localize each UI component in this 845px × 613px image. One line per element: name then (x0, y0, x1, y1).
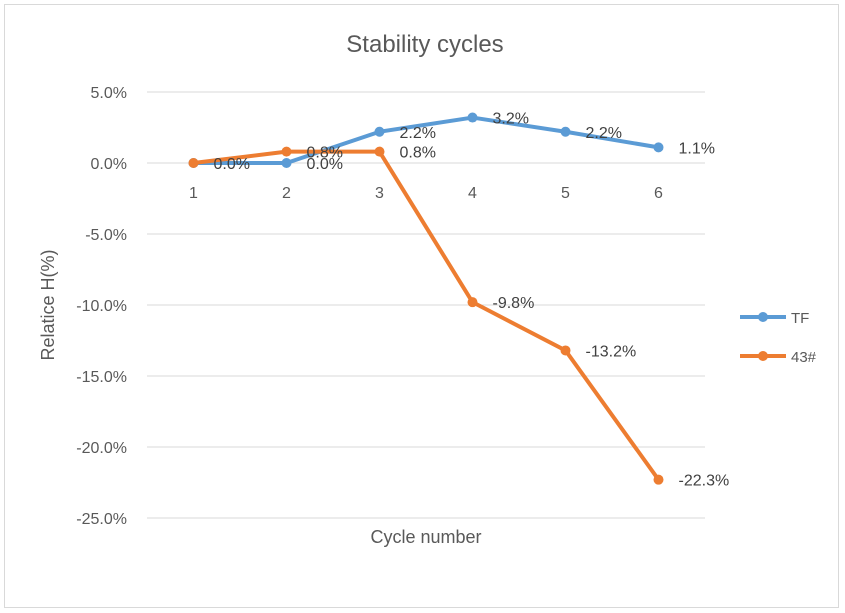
y-tick-label: -10.0% (76, 298, 127, 315)
legend-label: TF (791, 310, 809, 327)
x-tick-label: 5 (561, 185, 570, 202)
data-label: -22.3% (679, 473, 730, 490)
legend-label: 43# (791, 349, 817, 366)
data-point (374, 126, 385, 137)
series-1 (188, 146, 664, 485)
y-tick-label: -15.0% (76, 369, 127, 386)
y-tick-label: -5.0% (85, 227, 127, 244)
data-point (281, 146, 292, 157)
legend-item: TF (740, 310, 809, 327)
data-label: 2.2% (586, 125, 622, 142)
chart-frame (4, 4, 839, 608)
data-point (560, 345, 571, 356)
data-label: -13.2% (586, 343, 637, 360)
x-axis-ticks: 1 2 3 4 5 6 (189, 185, 663, 202)
data-point (467, 297, 478, 308)
data-label: 1.1% (679, 140, 715, 157)
x-axis-title: Cycle number (370, 527, 481, 547)
data-point (188, 158, 199, 168)
data-point (374, 146, 385, 157)
data-point (560, 126, 571, 137)
data-label: 0.0% (214, 156, 250, 173)
x-tick-label: 2 (282, 185, 291, 202)
data-label: -9.8% (493, 295, 535, 312)
x-tick-label: 6 (654, 185, 663, 202)
series-line (191, 149, 661, 482)
legend-item: 43# (740, 349, 817, 366)
x-tick-label: 3 (375, 185, 384, 202)
y-tick-label: -20.0% (76, 440, 127, 457)
x-tick-label: 1 (189, 185, 198, 202)
x-tick-label: 4 (468, 185, 477, 202)
data-label: 0.8% (400, 145, 436, 162)
y-axis-ticks: 5.0% 0.0% -5.0% -10.0% -15.0% -20.0% -25.0% (76, 85, 127, 528)
data-label: 3.2% (493, 111, 529, 128)
series-line (191, 115, 661, 165)
legend-marker (758, 351, 768, 361)
data-point (653, 474, 664, 485)
series-lines (188, 112, 664, 485)
chart-title: Stability cycles (346, 31, 503, 58)
y-tick-label: 0.0% (91, 156, 127, 173)
data-label: 2.2% (400, 125, 436, 142)
legend-marker (758, 312, 768, 322)
y-tick-label: 5.0% (91, 85, 127, 102)
data-point (281, 158, 292, 168)
data-labels: 0.0% 0.0% 2.2% 3.2% 2.2% 1.1% 0.8% 0.8% -9.8% -13… (214, 111, 730, 490)
legend: TF 43# (740, 310, 817, 366)
data-point (653, 142, 664, 153)
data-point (467, 112, 478, 123)
data-label: 0.0% (307, 156, 343, 173)
y-axis-title: Relatice H(%) (38, 249, 58, 360)
data-label: 0.8% (307, 145, 343, 162)
y-tick-label: -25.0% (76, 511, 127, 528)
